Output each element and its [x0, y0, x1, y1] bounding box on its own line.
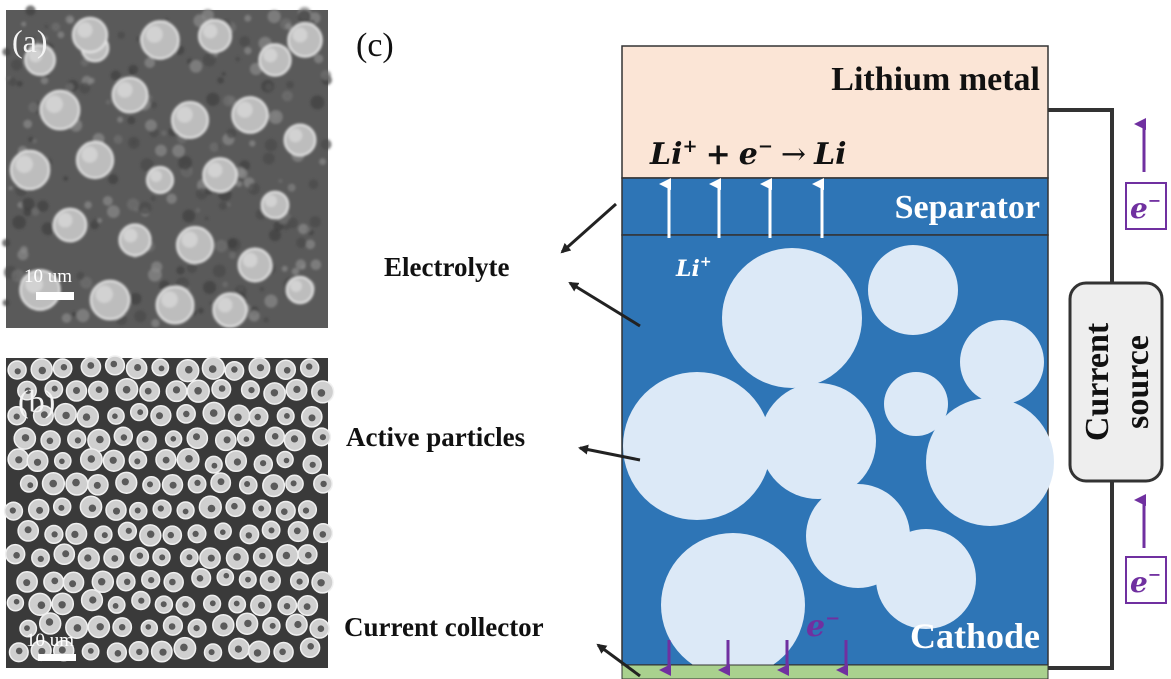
scale-bar-label-a: 10 um: [24, 266, 72, 287]
separator-label: Separator: [895, 189, 1040, 226]
electron-label-top: e−: [1130, 191, 1161, 225]
scale-bar-a: [36, 292, 74, 300]
active-particle: [760, 383, 876, 499]
panel-label-b: (b): [18, 383, 55, 419]
sem-image-a: (a) 10 um: [2, 5, 332, 328]
circuit-wire-top: [1048, 108, 1114, 290]
li-ion-label: Li+: [675, 254, 712, 282]
scale-bar-b: [38, 654, 76, 661]
electrolyte-arrow-2: [568, 281, 641, 328]
active-particles-arrow: [578, 444, 641, 462]
current-source-box: [1068, 281, 1164, 483]
li-ion-arrows: [659, 178, 824, 238]
active-particle: [876, 529, 976, 629]
current-collector-arrow: [596, 643, 641, 678]
reaction-equation: Li+ + e− → Li: [649, 136, 847, 172]
electron-arrows-down: [659, 640, 848, 676]
panel-label-a: (a): [12, 23, 48, 59]
current-source-line2: source: [1119, 335, 1156, 429]
electrolyte-arrow-1: [560, 202, 617, 254]
active-particles-callout: Active particles: [346, 422, 525, 452]
current-collector-callout: Current collector: [344, 612, 544, 642]
active-particle: [960, 320, 1044, 404]
electron-label-cathode: e−: [806, 608, 840, 644]
scale-bar-label-b: 10 um: [26, 630, 74, 651]
active-particle: [868, 245, 958, 335]
electron-box-top: [1125, 182, 1167, 230]
electrolyte-callout: Electrolyte: [384, 252, 509, 282]
cathode-label: Cathode: [910, 616, 1040, 656]
lithium-metal-layer: [621, 45, 1049, 179]
electron-label-bottom: e−: [1130, 565, 1161, 599]
active-particle: [884, 372, 948, 436]
current-collector-layer: [621, 664, 1049, 679]
circuit-wire-bottom: [1048, 480, 1114, 670]
active-particles: [623, 245, 1054, 677]
active-particle: [661, 533, 805, 677]
current-source-line1: Current: [1079, 322, 1116, 441]
active-particle: [623, 372, 771, 520]
panel-label-c: (c): [356, 27, 394, 64]
active-particle: [722, 248, 862, 388]
electron-box-bottom: [1125, 556, 1167, 604]
lithium-metal-label: Lithium metal: [831, 61, 1040, 98]
active-particle: [926, 398, 1054, 526]
sem-image-b: (b) 10 um: [3, 355, 335, 668]
